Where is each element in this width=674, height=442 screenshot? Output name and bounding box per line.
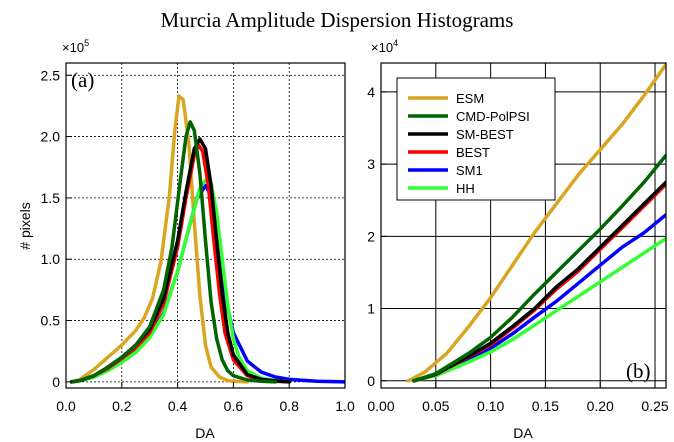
pb-xtick-label: 0.00 — [367, 398, 394, 414]
pb-xtick-label: 0.20 — [587, 398, 614, 414]
pa-xtick-label: 1.0 — [335, 398, 355, 414]
pa-series-cmd-polpsi — [69, 120, 278, 384]
pb-series-cmd-polpsi — [412, 153, 666, 383]
panel-a-ylabel: # pixels — [17, 202, 33, 249]
pa-ytick-label: 1.0 — [41, 251, 61, 267]
legend-label-sm1: SM1 — [456, 163, 483, 178]
pb-series-esm — [406, 63, 666, 383]
pa-ytick-label: 1.5 — [41, 190, 61, 206]
pa-series-hh — [69, 176, 291, 384]
pb-ytick-label: 4 — [367, 84, 375, 100]
panel-a-series — [69, 94, 345, 384]
pb-series-hh — [412, 236, 666, 383]
panel-b-frame — [380, 62, 667, 389]
panel-b-series — [406, 63, 666, 383]
panel-b-ticks: 0.00 0.05 0.10 0.15 0.20 0.25 0 1 2 3 4 — [367, 84, 669, 414]
pb-xtick-label: 0.05 — [422, 398, 449, 414]
panel-a-xlabel: DA — [195, 425, 215, 441]
panel-a-ticks: 0.0 0.2 0.4 0.6 0.8 1.0 0 0.5 1.0 1.5 2.0 2.5 — [41, 67, 355, 414]
legend: ESM CMD-PolPSI SM-BEST BEST SM1 HH — [396, 77, 556, 201]
legend-label-hh: HH — [456, 181, 475, 196]
pa-xtick-label: 0.2 — [112, 398, 132, 414]
pa-ytick-label: 2.5 — [41, 67, 61, 83]
pb-series-sm1 — [412, 212, 666, 383]
panel-b-multiplier-base: ×10 — [371, 40, 393, 55]
pa-ytick-label: 0.5 — [41, 313, 61, 329]
pa-xtick-label: 0.8 — [279, 398, 299, 414]
panel-b-multiplier-exponent: 4 — [393, 38, 398, 48]
pb-ytick-label: 1 — [367, 301, 375, 317]
legend-label-cmd-polpsi: CMD-PolPSI — [456, 109, 530, 124]
panel-a-frame — [65, 62, 346, 389]
pb-series-best — [412, 182, 666, 383]
panel-a-grid — [66, 63, 345, 388]
panel-a-multiplier-exponent: 5 — [84, 38, 89, 48]
panel-a-multiplier: ×105 — [62, 38, 89, 55]
pa-xtick-label: 0.6 — [224, 398, 244, 414]
pa-xtick-label: 0.4 — [168, 398, 188, 414]
panel-b-xlabel: DA — [513, 425, 533, 441]
panel-a: 0.0 0.2 0.4 0.6 0.8 1.0 0 0.5 1.0 1.5 2.0 2.5 (a) ×… — [17, 38, 355, 441]
pa-ytick-label: 0 — [52, 374, 60, 390]
panel-a-multiplier-base: ×10 — [62, 40, 84, 55]
pb-xtick-label: 0.25 — [641, 398, 668, 414]
panel-b-label: (b) — [626, 359, 651, 383]
legend-label-sm-best: SM-BEST — [456, 127, 514, 142]
pa-ytick-label: 2.0 — [41, 129, 61, 145]
panel-a-label: (a) — [71, 68, 94, 92]
pb-ytick-label: 2 — [367, 228, 375, 244]
pb-xtick-label: 0.15 — [532, 398, 559, 414]
pb-series-sm-best — [412, 180, 666, 383]
chart-title: Murcia Amplitude Dispersion Histograms — [161, 8, 514, 32]
pb-ytick-label: 3 — [367, 156, 375, 172]
pa-xtick-label: 0.0 — [56, 398, 76, 414]
panel-b-multiplier: ×104 — [371, 38, 398, 55]
legend-label-best: BEST — [456, 145, 490, 160]
pa-series-esm — [69, 94, 250, 384]
legend-label-esm: ESM — [456, 91, 484, 106]
pb-xtick-label: 0.10 — [477, 398, 504, 414]
pb-ytick-label: 0 — [367, 373, 375, 389]
